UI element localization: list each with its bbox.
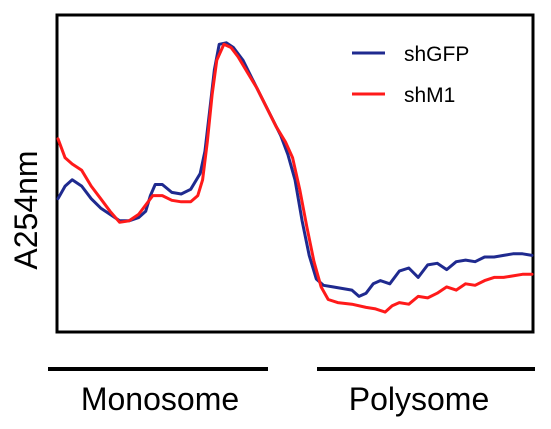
series-layer xyxy=(56,41,534,314)
polysome-label: Polysome xyxy=(349,381,490,417)
legend-label-shGFP: shGFP xyxy=(404,43,469,66)
monosome-label: Monosome xyxy=(81,381,239,417)
series-line-shM1 xyxy=(56,42,534,314)
y-axis-label: A254nm xyxy=(8,150,44,269)
legend: shGFP shM1 xyxy=(352,43,469,107)
series-line-shGFP xyxy=(56,41,534,298)
legend-label-shM1: shM1 xyxy=(404,84,455,107)
plot-frame xyxy=(55,13,535,334)
